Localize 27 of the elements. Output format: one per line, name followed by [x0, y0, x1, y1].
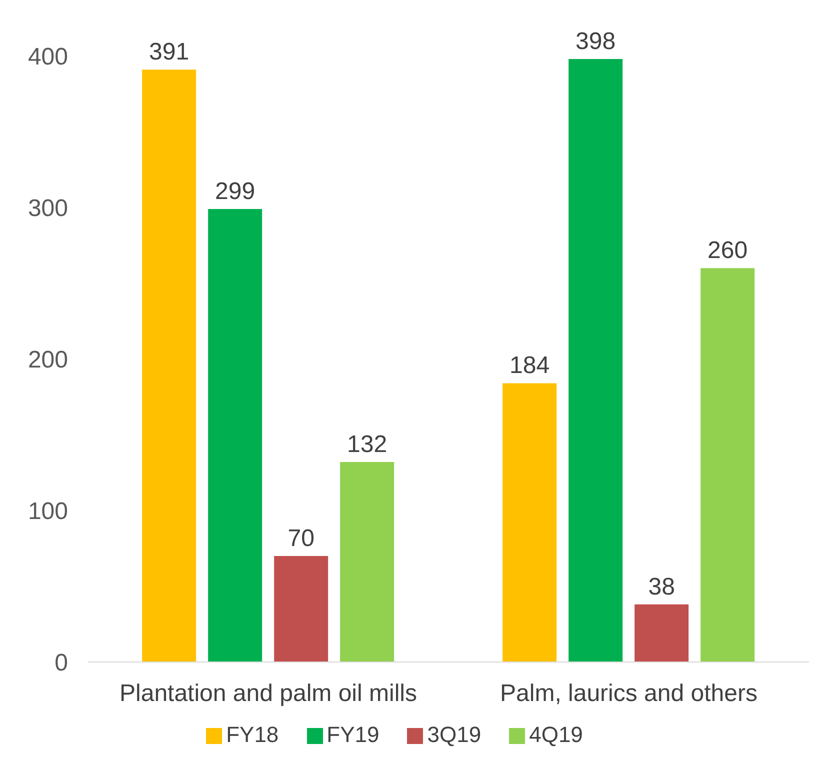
data-label: 299 [215, 178, 256, 206]
bar [634, 604, 689, 662]
data-label: 398 [576, 28, 616, 56]
legend-label: FY19 [326, 722, 380, 747]
y-tick-label: 300 [28, 195, 68, 222]
data-label: 38 [648, 573, 675, 600]
y-tick-label: 200 [28, 346, 68, 374]
x-tick-label: Palm, laurics and others [500, 680, 758, 708]
bar [502, 383, 557, 662]
bar [568, 59, 623, 662]
data-label: 70 [288, 524, 314, 552]
legend-label: FY18 [226, 722, 279, 747]
bar [700, 268, 755, 662]
bar [142, 70, 196, 662]
x-tick-label: Plantation and palm oil mills [120, 680, 417, 708]
y-tick-label: 100 [28, 498, 68, 526]
data-label: 391 [149, 38, 190, 66]
bar [208, 209, 262, 662]
legend-label: 4Q19 [529, 722, 583, 747]
data-label: 184 [510, 352, 550, 380]
legend-label: 3Q19 [427, 722, 482, 747]
y-tick-label: 400 [28, 44, 68, 71]
data-label: 132 [347, 431, 388, 458]
data-label: 260 [708, 237, 748, 264]
bar [340, 462, 394, 662]
bar [274, 556, 328, 662]
y-tick-label: 0 [54, 650, 68, 677]
